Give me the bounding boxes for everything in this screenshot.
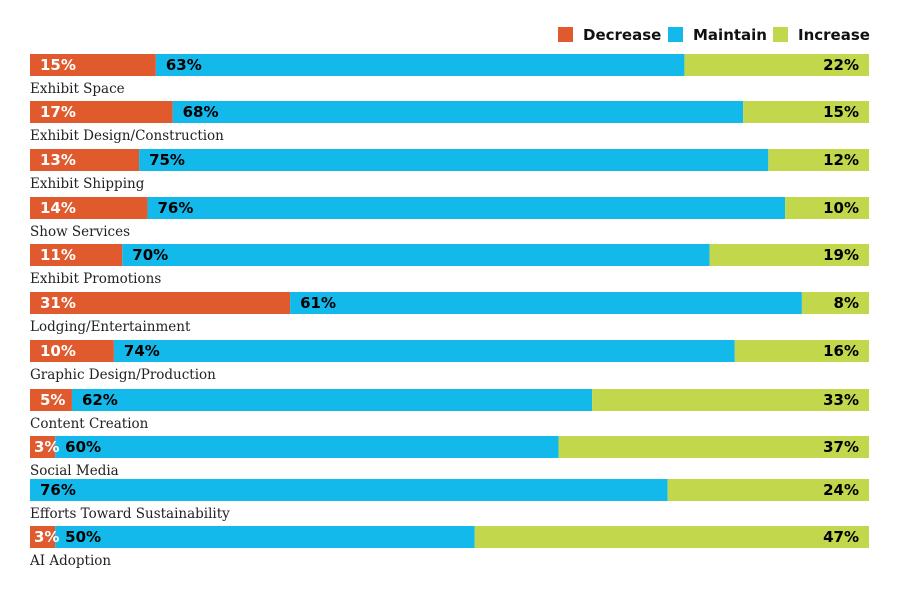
category-label: Content Creation <box>30 416 149 432</box>
bar-row-efforts-toward-sustainability: 76% 24% Efforts Toward Sustainability <box>30 479 869 522</box>
bar-segment-decrease <box>30 436 56 458</box>
bar-segment-maintain <box>113 340 735 362</box>
bar-segment-increase <box>801 292 869 314</box>
value-label-increase: 12% <box>823 151 859 169</box>
legend-swatch-decrease <box>558 27 573 42</box>
bar-segment-increase <box>709 244 869 266</box>
value-label-maintain: 76% <box>157 199 193 217</box>
bar-segment-decrease <box>30 197 148 219</box>
value-label-increase: 22% <box>823 56 859 74</box>
category-label: Graphic Design/Production <box>30 367 216 383</box>
value-label-maintain: 76% <box>40 481 76 499</box>
bar-segment-maintain <box>155 54 685 76</box>
bar-row-content-creation: 5% 62% 33% Content Creation <box>30 389 869 432</box>
bar-segment-maintain <box>122 244 710 266</box>
bar-segment-decrease <box>30 292 291 314</box>
bar-segment-maintain <box>172 101 744 123</box>
legend-swatch-increase <box>773 27 788 42</box>
bar-segment-maintain <box>147 197 786 219</box>
bar-rows: 15% 63% 22% Exhibit Space 17% 68% 15% Exhibit D… <box>29 54 869 569</box>
category-label: Show Services <box>30 224 130 240</box>
legend-label-maintain: Maintain <box>693 26 767 44</box>
bar-segment-maintain <box>30 479 668 501</box>
value-label-decrease: 3% <box>34 528 59 546</box>
value-label-increase: 10% <box>823 199 859 217</box>
bar-segment-maintain <box>71 389 593 411</box>
bar-segment-increase <box>768 149 869 171</box>
bar-row-social-media: 3% 60% 37% Social Media <box>30 436 869 479</box>
value-label-increase: 16% <box>823 342 859 360</box>
value-label-decrease: 14% <box>40 199 76 217</box>
category-label: Lodging/Entertainment <box>30 319 191 335</box>
category-label: AI Adoption <box>29 553 111 569</box>
category-label: Exhibit Design/Construction <box>30 128 224 144</box>
legend-label-increase: Increase <box>798 26 870 44</box>
bar-segment-decrease <box>30 526 56 548</box>
value-label-maintain: 70% <box>132 246 168 264</box>
value-label-maintain: 74% <box>124 342 160 360</box>
value-label-decrease: 13% <box>40 151 76 169</box>
value-label-maintain: 62% <box>82 391 118 409</box>
value-label-increase: 24% <box>823 481 859 499</box>
legend: Decrease Maintain Increase <box>558 26 870 44</box>
value-label-maintain: 68% <box>183 103 219 121</box>
legend-label-decrease: Decrease <box>583 26 661 44</box>
bar-segment-maintain <box>55 526 475 548</box>
bar-row-exhibit-space: 15% 63% 22% Exhibit Space <box>30 54 869 97</box>
value-label-increase: 15% <box>823 103 859 121</box>
legend-swatch-maintain <box>668 27 683 42</box>
value-label-maintain: 75% <box>149 151 185 169</box>
value-label-increase: 19% <box>823 246 859 264</box>
bar-segment-increase <box>592 389 869 411</box>
category-label: Social Media <box>30 463 119 479</box>
bar-segment-increase <box>558 436 869 458</box>
bar-row-graphic-design-production: 10% 74% 16% Graphic Design/Production <box>30 340 869 383</box>
category-label: Exhibit Promotions <box>30 271 161 287</box>
value-label-decrease: 31% <box>40 294 76 312</box>
bar-segment-increase <box>474 526 869 548</box>
value-label-increase: 47% <box>823 528 859 546</box>
category-label: Exhibit Space <box>30 81 125 97</box>
bar-segment-decrease <box>30 389 72 411</box>
bar-segment-decrease <box>30 149 140 171</box>
bar-row-lodging-entertainment: 31% 61% 8% Lodging/Entertainment <box>30 292 869 335</box>
bar-segment-maintain <box>55 436 559 458</box>
bar-segment-increase <box>667 479 869 501</box>
bar-segment-increase <box>785 197 869 219</box>
bar-row-ai-adoption: 3% 50% 47% AI Adoption <box>29 526 869 569</box>
value-label-increase: 37% <box>823 438 859 456</box>
bar-row-show-services: 14% 76% 10% Show Services <box>30 197 869 240</box>
value-label-decrease: 15% <box>40 56 76 74</box>
value-label-decrease: 11% <box>40 246 76 264</box>
bar-segment-increase <box>743 101 869 123</box>
value-label-maintain: 63% <box>166 56 202 74</box>
value-label-maintain: 50% <box>65 528 101 546</box>
bar-segment-decrease <box>30 101 173 123</box>
value-label-decrease: 10% <box>40 342 76 360</box>
value-label-maintain: 60% <box>65 438 101 456</box>
bar-segment-decrease <box>30 54 156 76</box>
value-label-decrease: 3% <box>34 438 59 456</box>
value-label-decrease: 17% <box>40 103 76 121</box>
bar-row-exhibit-shipping: 13% 75% 12% Exhibit Shipping <box>30 149 869 192</box>
bar-segment-maintain <box>139 149 769 171</box>
bar-segment-maintain <box>290 292 802 314</box>
category-label: Exhibit Shipping <box>30 176 145 192</box>
bar-segment-increase <box>684 54 869 76</box>
category-label: Efforts Toward Sustainability <box>30 506 230 522</box>
bar-segment-increase <box>734 340 869 362</box>
bar-segment-decrease <box>30 340 114 362</box>
value-label-decrease: 5% <box>40 391 65 409</box>
value-label-maintain: 61% <box>300 294 336 312</box>
value-label-increase: 33% <box>823 391 859 409</box>
bar-row-exhibit-design-construction: 17% 68% 15% Exhibit Design/Construction <box>30 101 869 144</box>
bar-segment-decrease <box>30 244 123 266</box>
bar-row-exhibit-promotions: 11% 70% 19% Exhibit Promotions <box>30 244 869 287</box>
value-label-increase: 8% <box>834 294 859 312</box>
